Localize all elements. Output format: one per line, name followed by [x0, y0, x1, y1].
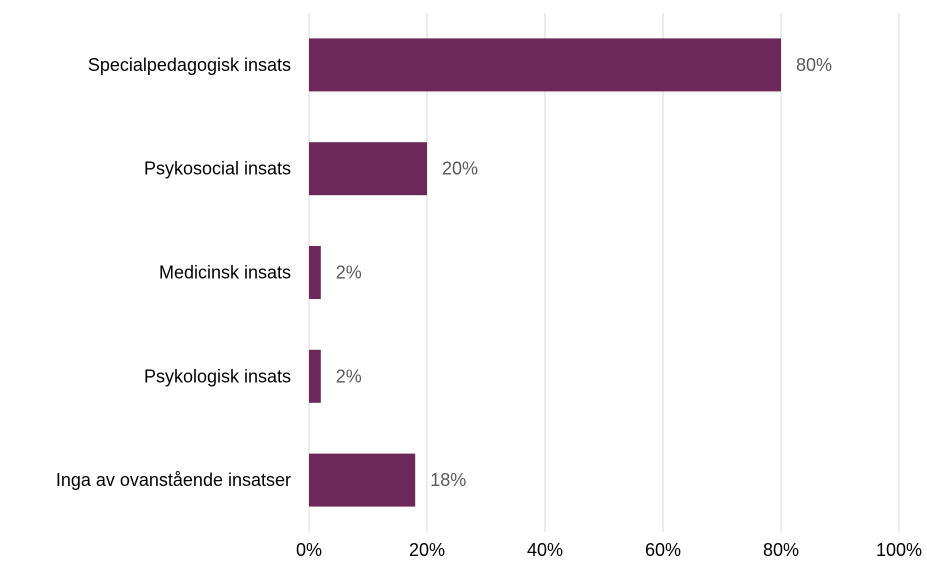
data-label: 2% — [336, 263, 362, 283]
category-label: Psykologisk insats — [144, 366, 291, 386]
gridlines — [308, 13, 900, 532]
category-label: Medicinsk insats — [159, 263, 291, 283]
bars — [309, 38, 781, 507]
bar — [309, 453, 416, 507]
data-labels: 80% 20% 2% 2% 18% — [336, 55, 832, 490]
data-label: 20% — [442, 159, 478, 179]
bar — [309, 142, 427, 196]
category-label: Psykosocial insats — [144, 159, 291, 179]
bar — [309, 246, 321, 299]
category-labels: Specialpedagogisk insats Psykosocial insa… — [56, 55, 291, 490]
data-label: 80% — [796, 55, 832, 75]
bar — [309, 349, 321, 403]
x-tick-label: 0% — [296, 540, 322, 560]
category-label: Specialpedagogisk insats — [88, 55, 291, 75]
category-label: Inga av ovanstående insatser — [56, 470, 291, 490]
data-label: 2% — [336, 366, 362, 386]
x-tick-label: 20% — [409, 540, 445, 560]
x-tick-label: 40% — [527, 540, 563, 560]
x-tick-label: 100% — [876, 540, 922, 560]
x-tick-label: 60% — [645, 540, 681, 560]
bar — [309, 38, 781, 92]
x-tick-label: 80% — [763, 540, 799, 560]
x-axis-tick-labels: 0% 20% 40% 60% 80% 100% — [296, 540, 922, 560]
data-label: 18% — [430, 470, 466, 490]
